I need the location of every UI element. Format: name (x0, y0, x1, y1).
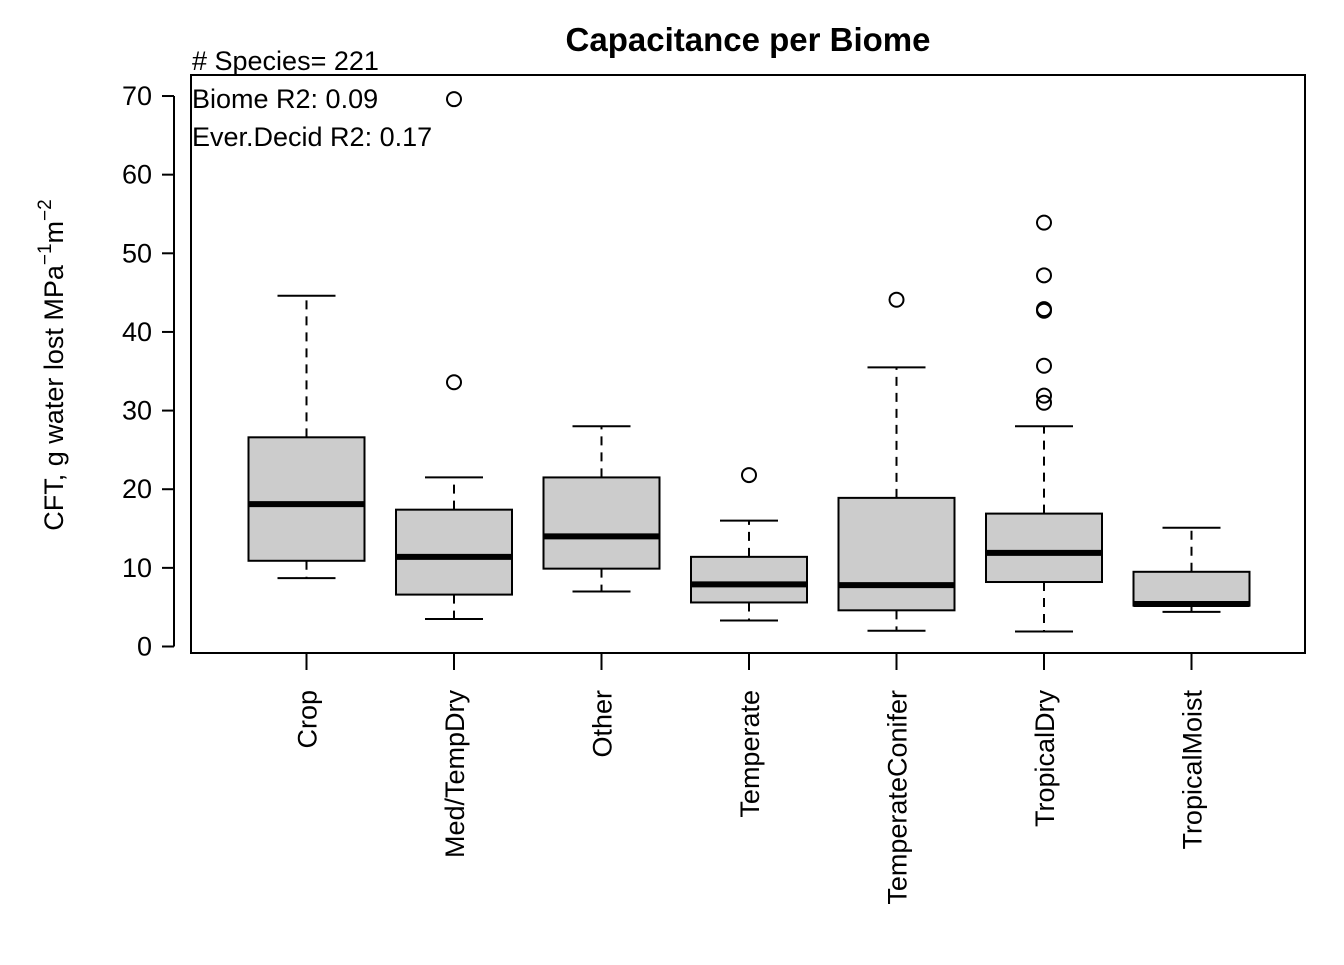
outlier-point (1036, 267, 1052, 284)
outlier-point (1036, 387, 1052, 404)
y-axis: 0 10 20 30 40 50 60 70 (122, 81, 175, 662)
y-axis-label-base: CFT, g water lost MPa (39, 264, 69, 531)
box-iqr (395, 508, 513, 596)
y-tick-label: 10 (122, 553, 152, 583)
box-group (542, 425, 661, 593)
box-group (690, 467, 808, 622)
y-axis-label-exp1: −1 (35, 243, 56, 265)
x-tick-label: TropicalDry (1030, 690, 1060, 828)
x-tick-label: Med/TempDry (440, 690, 470, 859)
box-iqr (1132, 570, 1251, 607)
y-axis-label-unit2: m (39, 221, 69, 244)
box-iqr (247, 436, 366, 562)
y-tick-label: 60 (122, 160, 152, 190)
y-tick-label: 0 (137, 632, 152, 662)
outlier-point (888, 291, 905, 308)
outlier-point (1036, 214, 1052, 231)
box-series (247, 91, 1251, 633)
y-axis-label-exp2: −2 (35, 199, 56, 221)
y-tick-label: 20 (122, 474, 152, 504)
x-tick-label: Temperate (735, 690, 765, 818)
x-tick-label: Crop (293, 690, 323, 749)
box-group (395, 91, 513, 620)
box-group (985, 214, 1103, 633)
chart-title: Capacitance per Biome (566, 21, 931, 58)
x-tick-label: Other (588, 690, 618, 758)
outlier-point (1036, 394, 1052, 411)
annotation-species: # Species= 221 (192, 46, 379, 76)
box-iqr (542, 476, 661, 570)
outlier-point (741, 467, 757, 484)
x-axis: Crop Med/TempDry Other Temperate TemperateCo… (293, 652, 1208, 905)
y-tick-label: 50 (122, 238, 152, 268)
outlier-point (446, 91, 462, 108)
x-tick-label: TemperateConifer (883, 690, 913, 905)
box-group (1132, 526, 1251, 613)
box-iqr (985, 512, 1103, 584)
box-group (837, 291, 956, 632)
box-iqr (837, 496, 956, 612)
y-tick-label: 40 (122, 317, 152, 347)
y-tick-label: 70 (122, 81, 152, 111)
annotation-everdecid-r2: Ever.Decid R2: 0.17 (192, 122, 432, 152)
annotation-biome-r2: Biome R2: 0.09 (192, 84, 378, 114)
outlier-point (1036, 301, 1052, 318)
x-tick-label: TropicalMoist (1178, 690, 1208, 850)
box-group (247, 294, 366, 580)
outlier-point (446, 374, 462, 391)
y-tick-label: 30 (122, 396, 152, 426)
outlier-point (1036, 357, 1052, 374)
y-axis-label: CFT, g water lost MPa−1m−2 (35, 199, 69, 530)
box-iqr (690, 555, 808, 604)
